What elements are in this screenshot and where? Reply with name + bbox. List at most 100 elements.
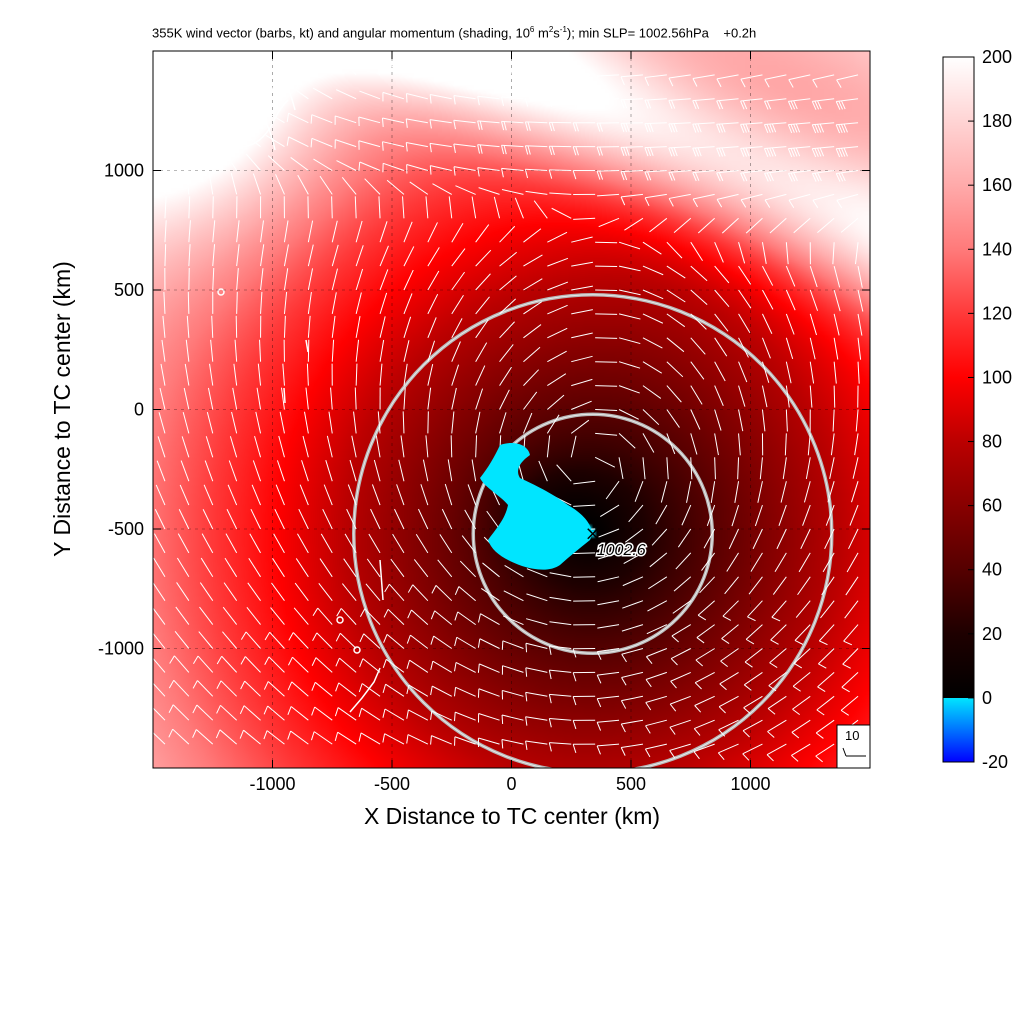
wind-barb [524, 168, 548, 179]
wind-barb [396, 484, 405, 506]
wind-barb [159, 387, 166, 410]
wind-barb [183, 77, 190, 99]
wind-barb [690, 433, 698, 455]
wind-barb [857, 266, 863, 288]
wind-barb [379, 245, 389, 267]
wind-barb [666, 313, 686, 328]
wind-barb [383, 633, 405, 649]
wind-barb [843, 624, 859, 646]
wind-barb [477, 737, 500, 748]
wind-barb [714, 409, 722, 431]
wind-barb [670, 671, 691, 689]
wind-barb [731, 504, 740, 527]
wind-barb [349, 459, 357, 482]
wind-barb [655, 504, 668, 525]
wind-barb [359, 90, 381, 100]
wind-barbs [153, 52, 864, 763]
wind-barb [821, 576, 835, 596]
wind-barb [499, 321, 515, 339]
colorbar-tick-label: -20 [982, 752, 1008, 772]
wind-barb [551, 207, 572, 219]
wind-barb [499, 275, 517, 291]
wind-barb [745, 624, 763, 645]
wind-barb [451, 271, 465, 291]
wind-barb [666, 457, 669, 480]
wind-barb [642, 361, 662, 374]
wind-barb [467, 484, 477, 506]
wind-barb [761, 313, 773, 334]
wind-barb [199, 104, 214, 123]
wind-barb [168, 679, 190, 697]
wind-barb [283, 244, 289, 267]
wind-barb [297, 533, 309, 554]
wind-barb [209, 363, 214, 386]
wind-barb [718, 695, 739, 714]
wind-barb [403, 316, 412, 338]
wind-barb [271, 582, 285, 601]
wind-barb [402, 411, 405, 434]
wind-barb [382, 733, 405, 745]
wind-barb [257, 363, 262, 386]
wind-barb [835, 122, 859, 134]
wind-barb [693, 719, 715, 736]
wind-barb [824, 528, 835, 550]
wind-barb [481, 588, 500, 602]
wind-barb [188, 244, 191, 267]
wind-barb [571, 236, 593, 243]
wind-barb [382, 683, 405, 697]
wind-barb [365, 583, 381, 602]
wind-barb [429, 94, 452, 104]
wind-barb [179, 126, 190, 147]
wind-barb [752, 528, 763, 550]
wind-barb [384, 583, 405, 602]
wind-barb [478, 187, 500, 195]
wind-barb [208, 172, 214, 195]
wind-barb [597, 74, 620, 77]
wind-barb [738, 409, 744, 432]
wind-barb [341, 583, 357, 602]
wind-barb [430, 635, 453, 649]
wind-barb [382, 141, 405, 151]
wind-barb [212, 244, 216, 267]
wind-barb [272, 558, 285, 578]
wind-barb [402, 196, 405, 219]
wind-barb [620, 695, 644, 709]
wind-barb [341, 177, 357, 195]
wind-barb [287, 706, 309, 721]
wind-barb [644, 146, 667, 157]
wind-barb [750, 552, 763, 572]
wind-barb [382, 91, 405, 102]
wind-barb [714, 361, 726, 382]
wind-barb [454, 711, 476, 722]
wind-barb [164, 196, 167, 219]
wind-barb [645, 671, 668, 688]
wind-barb [175, 606, 190, 625]
wind-barb [227, 484, 238, 506]
wind-barb [477, 638, 500, 649]
wind-barb [595, 385, 618, 387]
wind-barb [482, 562, 500, 578]
wind-barb [499, 412, 507, 434]
wind-barb [788, 74, 811, 88]
wind-barb [835, 98, 859, 110]
wind-barb [204, 460, 214, 482]
wind-barb [596, 146, 620, 156]
wind-barb [809, 289, 819, 311]
wind-barb [160, 124, 166, 147]
island [353, 646, 361, 654]
wind-barb [160, 363, 166, 386]
wind-barb [792, 672, 811, 692]
wind-barb [406, 659, 429, 673]
y-tick-label: -1000 [98, 639, 144, 659]
wind-barb [721, 217, 739, 234]
wind-barb [596, 170, 620, 180]
wind-barb [451, 364, 460, 386]
wind-barb [275, 484, 285, 506]
wind-barb [223, 582, 238, 601]
wind-barb [840, 217, 859, 233]
wind-barb [809, 313, 818, 336]
wind-barb [815, 719, 835, 739]
wind-barb [287, 656, 309, 673]
x-axis-title: X Distance to TC center (km) [364, 803, 660, 829]
wind-barb [454, 636, 476, 649]
